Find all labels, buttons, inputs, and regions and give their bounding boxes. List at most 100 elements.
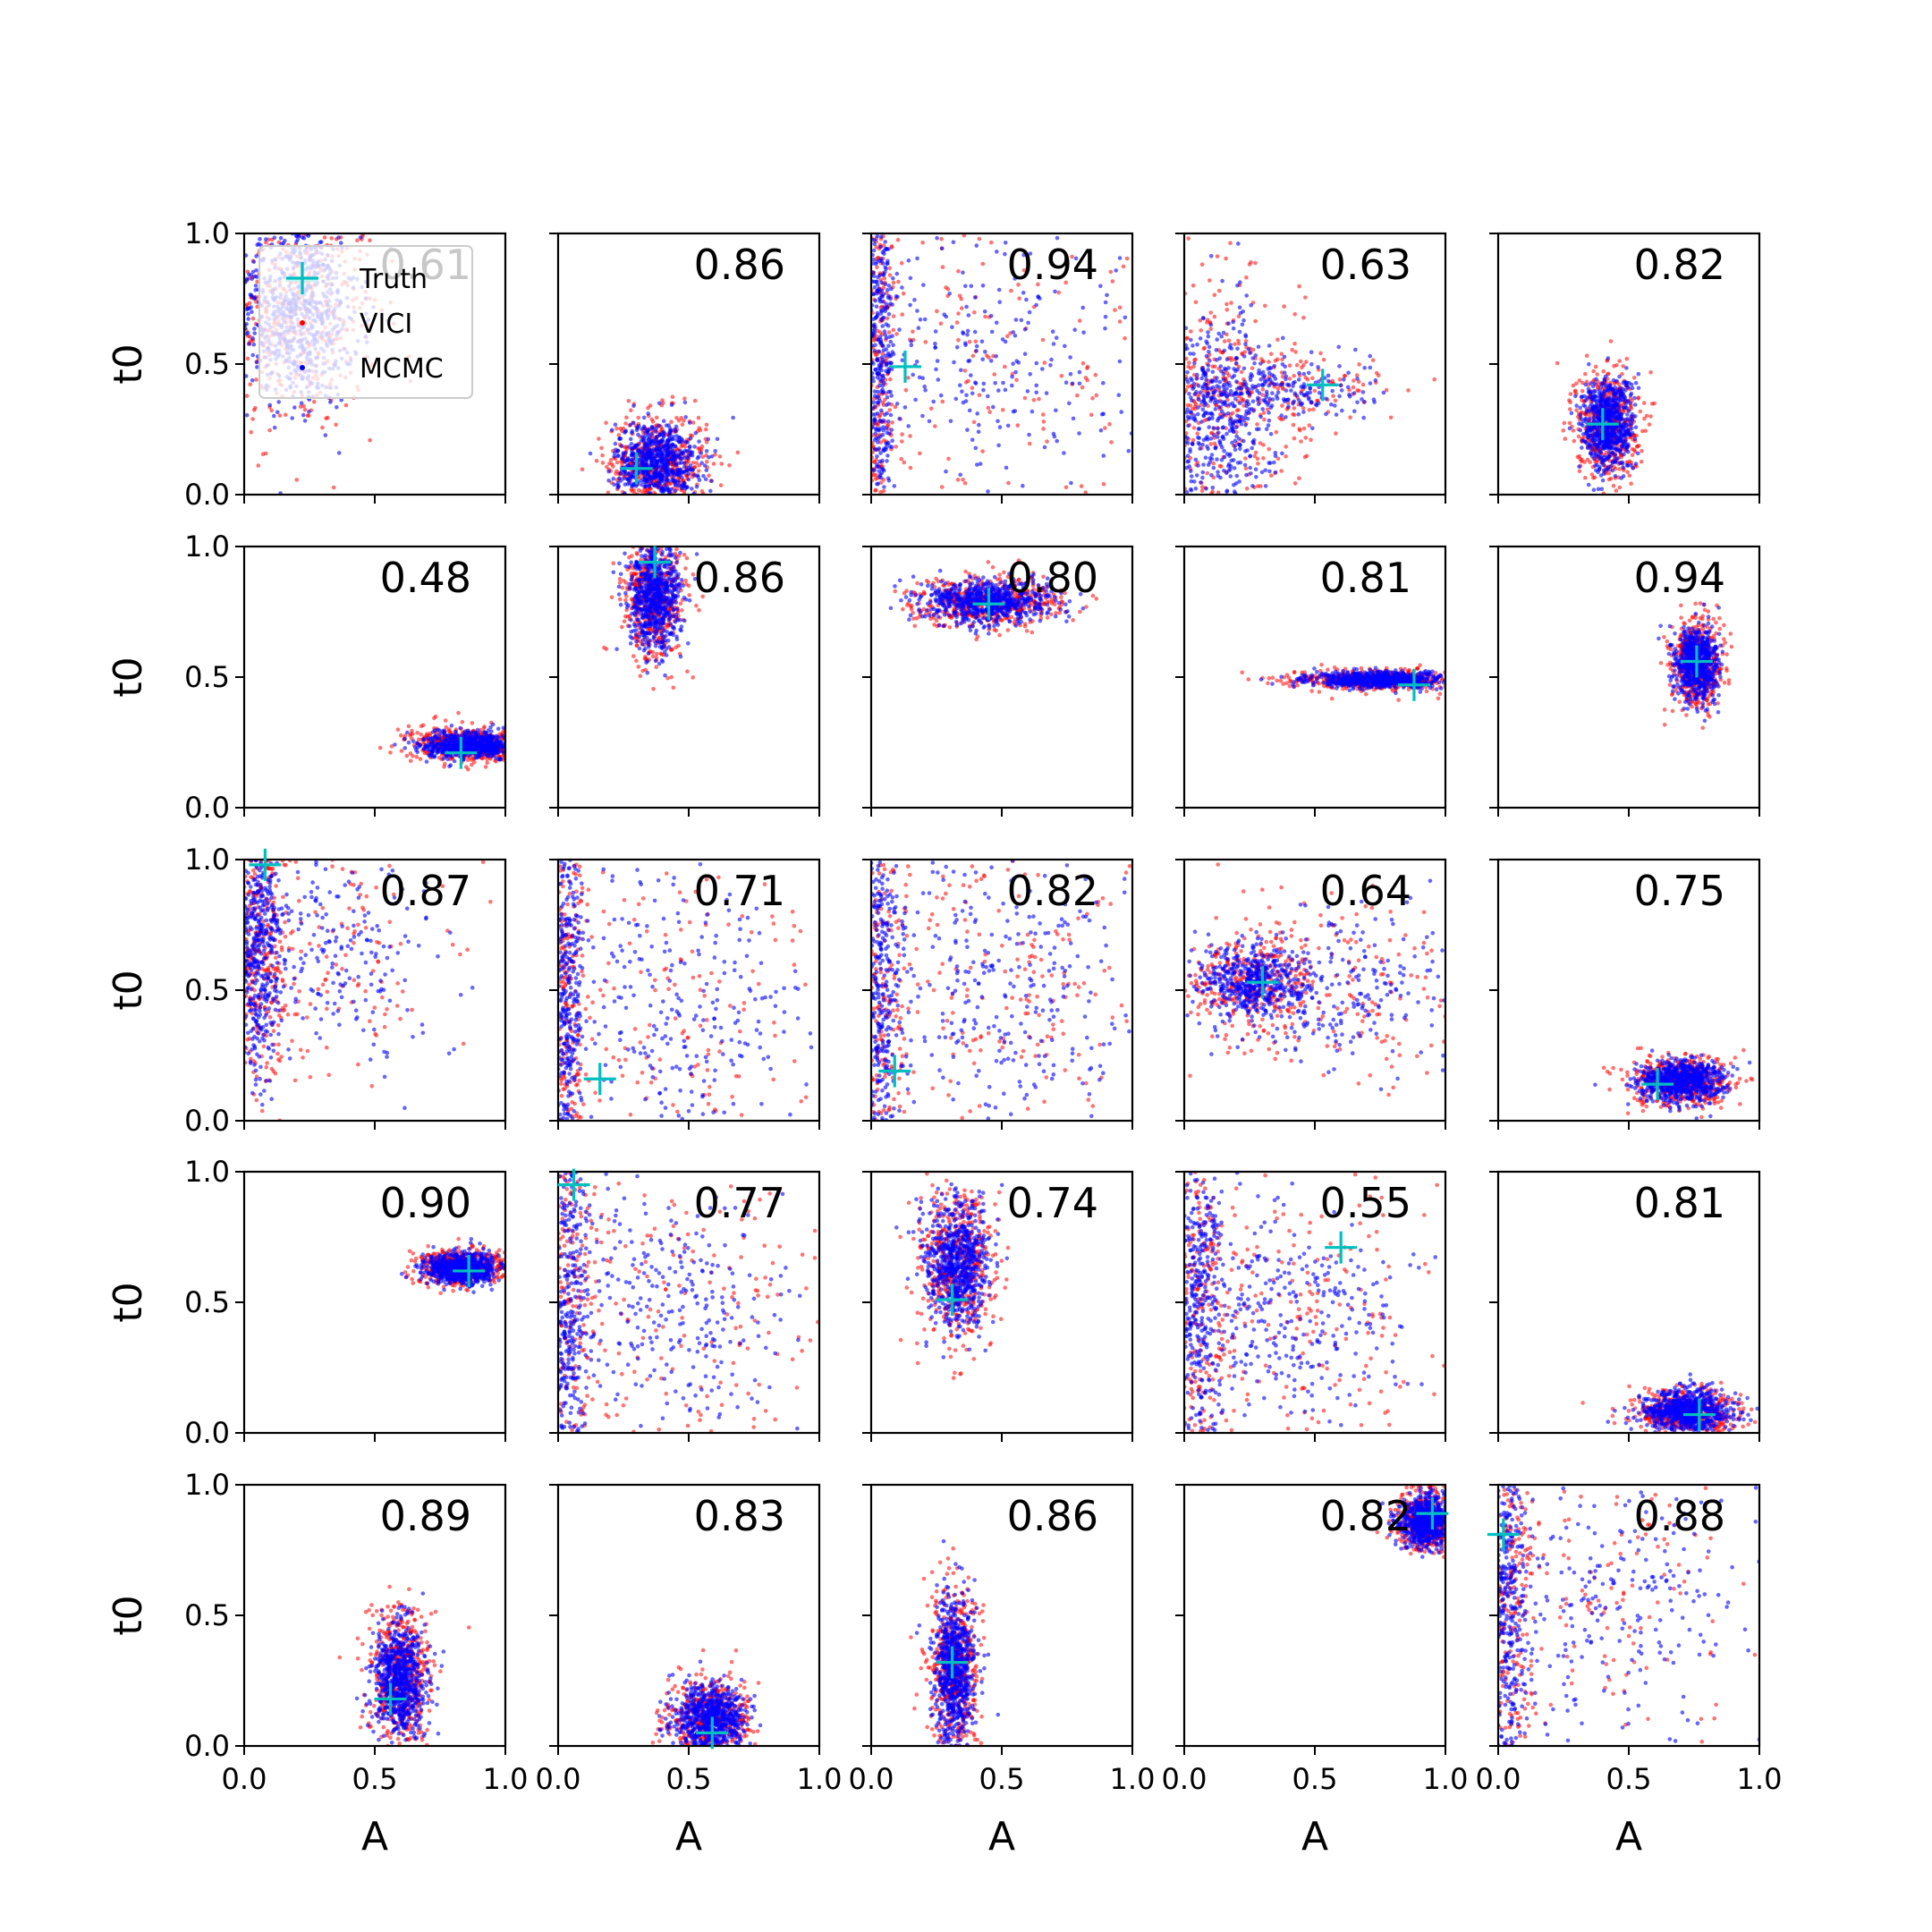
mcmc-samples-point (633, 444, 639, 448)
mcmc-samples-point (876, 428, 881, 432)
mcmc-samples-point (976, 429, 981, 435)
vici-samples-point (1059, 374, 1064, 378)
vici-samples-point (1614, 488, 1619, 493)
mcmc-samples-point (1580, 445, 1584, 450)
mcmc-samples-point (615, 480, 621, 486)
vici-samples-point (1224, 308, 1230, 312)
mcmc-samples-point (1254, 475, 1258, 479)
mcmc-samples-point (876, 436, 881, 441)
vici-samples-point (1244, 486, 1250, 491)
vici-samples-point (707, 473, 711, 478)
mcmc-samples-point (613, 441, 618, 446)
mcmc-samples-point (1070, 381, 1075, 386)
mcmc-samples-point (1199, 376, 1204, 381)
mcmc-samples-point (913, 397, 918, 402)
mcmc-samples-point (699, 461, 704, 465)
vici-samples-point (886, 330, 892, 335)
mcmc-samples-point (655, 435, 659, 439)
mcmc-samples-point (1226, 468, 1232, 473)
vici-samples-point (1253, 318, 1258, 324)
mcmc-samples-point (674, 463, 679, 468)
vici-samples-point (873, 477, 878, 481)
mcmc-samples-point (933, 345, 937, 350)
mcmc-samples-point (1200, 442, 1205, 447)
vici-samples-point (735, 450, 741, 455)
mcmc-samples-point (891, 343, 895, 348)
mcmc-samples-point (996, 388, 1001, 393)
mcmc-samples-point (1231, 319, 1235, 325)
vici-samples-point (1000, 408, 1005, 412)
mcmc-samples-point (1203, 402, 1208, 406)
mcmc-samples (1184, 242, 1386, 495)
mcmc-samples-point (1014, 359, 1019, 364)
vici-samples-point (1040, 337, 1046, 343)
mcmc-samples-point (1587, 361, 1591, 367)
mcmc-samples-point (965, 428, 970, 432)
mcmc-samples-point (884, 445, 888, 450)
mcmc-samples-point (1021, 291, 1026, 295)
vici-samples-point (1108, 269, 1114, 275)
vici-samples-point (1212, 292, 1217, 298)
vici-samples-point (940, 265, 945, 269)
mcmc-samples-point (1215, 358, 1219, 362)
mcmc-samples-point (1244, 472, 1249, 478)
mcmc-samples-point (1242, 415, 1248, 420)
mcmc-samples-point (299, 401, 304, 406)
vici-samples-point (1311, 407, 1316, 412)
mcmc-samples-point (1260, 407, 1265, 411)
panel-points (1184, 236, 1436, 495)
mcmc-samples-point (648, 475, 654, 479)
mcmc-samples-point (876, 440, 880, 445)
mcmc-samples-point (1284, 415, 1288, 419)
mcmc-samples-point (1267, 461, 1271, 465)
mcmc-samples-point (1219, 369, 1224, 374)
mcmc-samples-point (882, 329, 887, 334)
vici-samples-point (1124, 256, 1130, 261)
vici-samples-point (880, 352, 885, 356)
vici-samples-point (654, 415, 659, 420)
mcmc-samples-point (674, 428, 679, 434)
vici-samples-point (1193, 402, 1199, 407)
mcmc-samples-point (1243, 449, 1248, 453)
vici-samples-point (938, 321, 944, 326)
mcmc-samples-point (1266, 423, 1271, 428)
mcmc-samples-point (606, 469, 611, 474)
mcmc-samples-point (683, 415, 688, 419)
mcmc-samples-point (871, 378, 876, 384)
mcmc-samples-point (989, 329, 995, 335)
mcmc-samples-point (654, 469, 658, 474)
vici-samples-point (727, 463, 732, 468)
mcmc-samples-point (1231, 429, 1236, 435)
mcmc-samples-point (1580, 394, 1584, 399)
mcmc-samples-point (1294, 394, 1300, 398)
mcmc-samples-point (1200, 407, 1206, 412)
mcmc-samples-point (888, 296, 893, 301)
mcmc-samples-point (914, 360, 919, 364)
mcmc-samples-point (1353, 347, 1358, 352)
mcmc-samples-point (659, 473, 665, 478)
vici-samples-point (887, 408, 892, 412)
mcmc-samples-point (885, 411, 889, 416)
mcmc-samples-point (980, 284, 986, 288)
mcmc-samples-point (667, 430, 673, 436)
mcmc-samples-point (250, 276, 255, 282)
mcmc-samples-point (877, 370, 881, 375)
vici-samples-point (600, 461, 606, 465)
mcmc-samples-point (1233, 355, 1239, 360)
mcmc-samples-point (877, 446, 882, 451)
mcmc-samples-point (884, 267, 888, 271)
mcmc-samples-point (1324, 411, 1328, 417)
vici-samples-point (874, 457, 878, 462)
mcmc-samples-point (1194, 473, 1199, 478)
mcmc-samples-point (1234, 360, 1239, 366)
mcmc-samples-point (699, 451, 704, 455)
mcmc-samples-point (276, 400, 282, 404)
mcmc-samples-point (871, 270, 876, 275)
vici-samples-point (669, 419, 674, 425)
mcmc-samples-point (1196, 396, 1201, 402)
vici-samples-point (1355, 388, 1360, 393)
mcmc-samples-point (677, 440, 682, 445)
vici-samples-point (1213, 364, 1217, 369)
mcmc-samples-point (894, 271, 900, 276)
vici-samples-point (977, 236, 982, 242)
